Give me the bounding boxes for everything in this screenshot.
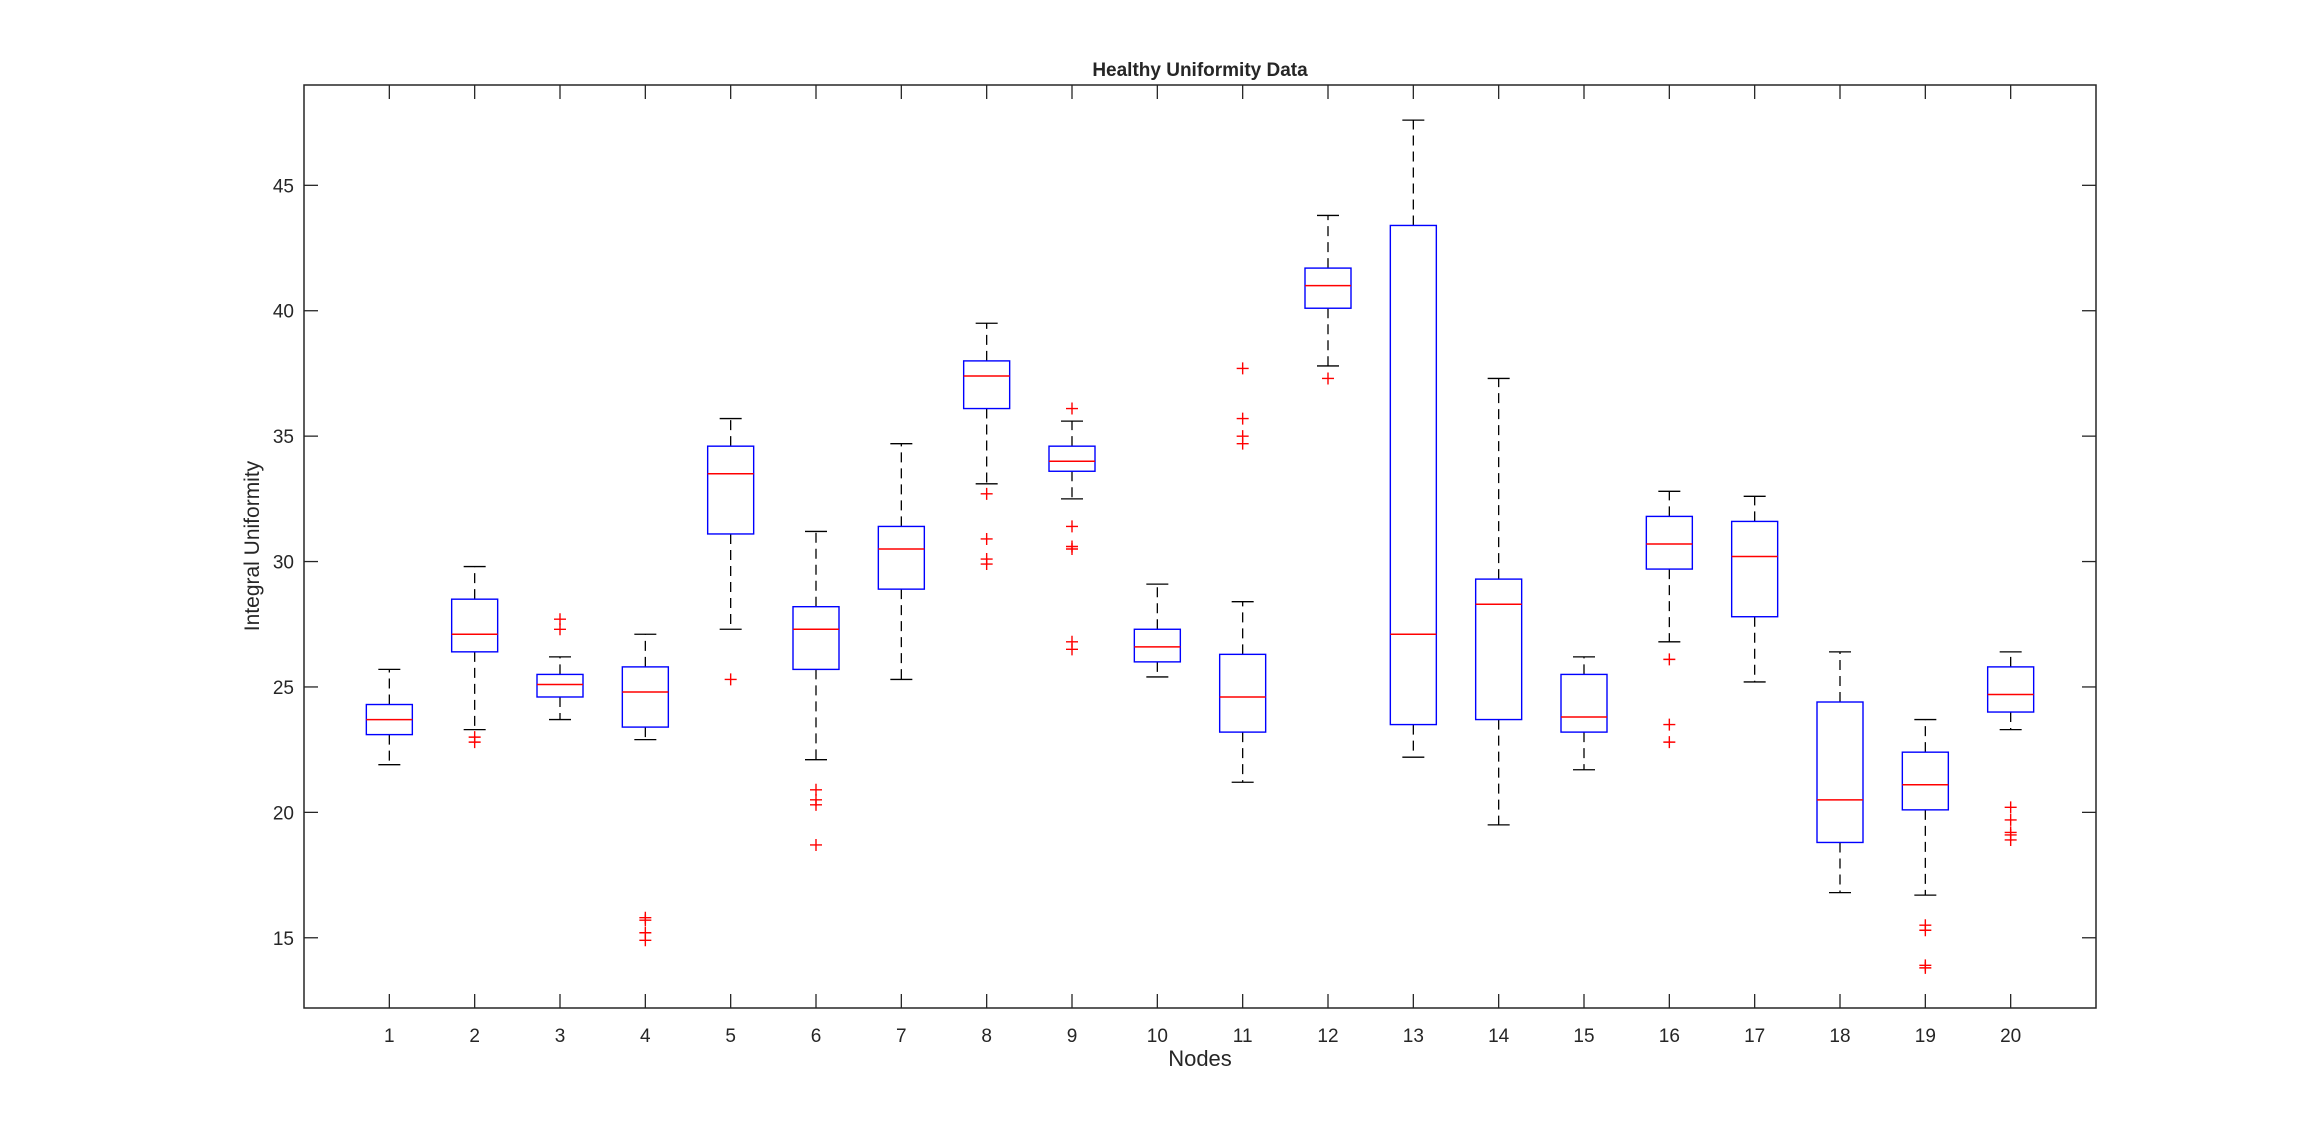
- x-tick-label: 20: [2000, 1026, 2021, 1047]
- iqr-box: [621, 666, 670, 728]
- outlier-marker: [1066, 635, 1078, 648]
- iqr-box: [1218, 653, 1267, 733]
- x-tick-label: 18: [1829, 1026, 1850, 1047]
- iqr-box: [1048, 445, 1096, 472]
- y-tick-label: 25: [273, 678, 294, 699]
- outlier-marker: [639, 911, 652, 924]
- x-tick-label: 12: [1317, 1026, 1338, 1047]
- outlier-marker: [1236, 430, 1249, 443]
- x-tick-label: 7: [896, 1026, 907, 1047]
- chart-title: Healthy Uniformity Data: [1092, 60, 1308, 81]
- y-tick-label: 35: [273, 427, 294, 448]
- iqr-box: [792, 605, 840, 671]
- outlier-marker: [1663, 736, 1676, 749]
- x-tick-label: 14: [1488, 1026, 1510, 1047]
- outlier-marker: [1663, 653, 1676, 666]
- x-tick-label: 19: [1915, 1026, 1936, 1047]
- x-tick-label: 2: [469, 1026, 480, 1047]
- x-tick-label: 8: [981, 1026, 992, 1047]
- x-tick-label: 9: [1067, 1026, 1078, 1047]
- x-tick-label: 4: [640, 1026, 651, 1047]
- outlier-marker: [980, 487, 993, 500]
- iqr-box: [877, 525, 926, 590]
- outlier-marker: [639, 926, 652, 939]
- outlier-marker: [2004, 801, 2017, 814]
- outlier-marker: [1236, 412, 1249, 425]
- y-tick-label: 20: [273, 803, 294, 824]
- x-tick-label: 16: [1659, 1026, 1680, 1047]
- iqr-box: [1304, 267, 1352, 309]
- outlier-marker: [980, 553, 993, 566]
- outlier-marker: [554, 613, 566, 626]
- iqr-box: [1133, 628, 1182, 663]
- axes-frame: [303, 84, 2097, 1009]
- outlier-marker: [810, 783, 822, 796]
- x-tick-label: 13: [1403, 1026, 1424, 1047]
- y-tick-label: 15: [273, 929, 294, 950]
- y-axis-label: Integral Uniformity: [241, 460, 264, 631]
- x-tick-label: 17: [1744, 1026, 1765, 1047]
- x-tick-label: 6: [811, 1026, 822, 1047]
- outlier-marker: [1236, 362, 1249, 375]
- outlier-marker: [1066, 540, 1078, 553]
- iqr-box: [1560, 673, 1608, 733]
- x-tick-label: 15: [1573, 1026, 1594, 1047]
- iqr-box: [536, 673, 584, 698]
- outlier-marker: [1066, 520, 1078, 533]
- iqr-box: [450, 598, 499, 653]
- x-tick-label: 10: [1147, 1026, 1168, 1047]
- outlier-marker: [724, 673, 737, 686]
- iqr-box: [706, 445, 755, 535]
- iqr-box: [962, 360, 1011, 410]
- iqr-box: [1816, 701, 1864, 844]
- outlier-marker: [1066, 402, 1078, 415]
- outlier-marker: [980, 532, 993, 545]
- outlier-marker: [468, 731, 481, 744]
- iqr-box: [1474, 578, 1523, 721]
- outlier-marker: [810, 838, 822, 851]
- x-axis-label: Nodes: [1168, 1046, 1232, 1071]
- outlier-marker: [554, 623, 566, 636]
- x-tick-label: 1: [384, 1026, 395, 1047]
- x-tick-label: 5: [725, 1026, 736, 1047]
- outlier-marker: [2004, 826, 2017, 839]
- iqr-box: [1645, 515, 1694, 570]
- x-tick-label: 11: [1233, 1026, 1253, 1047]
- y-tick-label: 40: [273, 302, 294, 323]
- iqr-box: [1730, 520, 1779, 618]
- outlier-marker: [1322, 372, 1334, 385]
- outlier-marker: [810, 793, 822, 806]
- x-tick-label: 3: [555, 1026, 566, 1047]
- y-tick-label: 45: [273, 176, 294, 197]
- outlier-marker: [1919, 959, 1932, 972]
- outlier-marker: [1919, 919, 1932, 932]
- iqr-box: [1901, 751, 1950, 811]
- outlier-marker: [2004, 813, 2017, 826]
- iqr-box: [1986, 666, 2035, 713]
- y-tick-label: 30: [273, 553, 294, 574]
- outlier-marker: [1663, 718, 1676, 731]
- iqr-box: [1389, 224, 1438, 726]
